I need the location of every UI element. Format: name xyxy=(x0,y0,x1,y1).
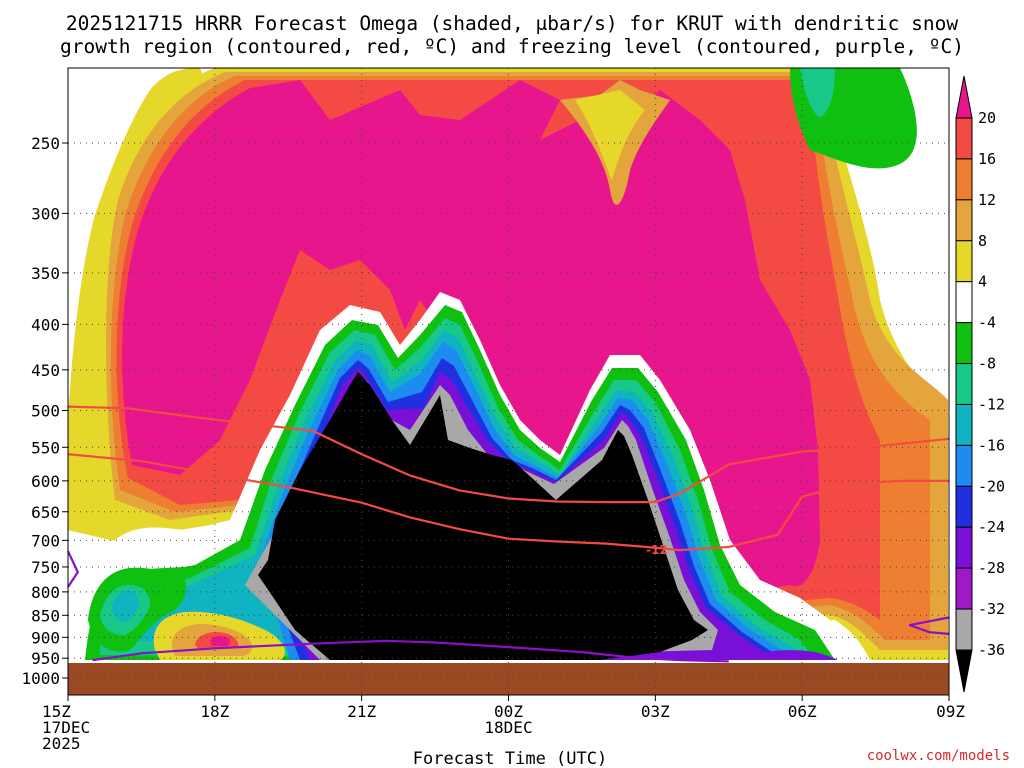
omega-fill-surface-purple xyxy=(740,650,838,660)
colorbar-label: -20 xyxy=(978,477,1005,495)
freezing-level-contours xyxy=(67,550,950,663)
freezing-level-contour-line xyxy=(92,639,729,663)
omega-fill-upper-tongue-center xyxy=(575,90,645,180)
x-tick-label: 18DEC xyxy=(484,718,532,737)
colorbar-label: -32 xyxy=(978,600,1005,618)
y-tick-label: 750 xyxy=(31,558,60,577)
y-tick-label: 800 xyxy=(31,583,60,602)
colorbar-swatch xyxy=(955,322,973,365)
colorbar-swatch xyxy=(955,363,973,405)
dgz-contour-label: -12 xyxy=(646,543,668,557)
x-tick-label: 2025 xyxy=(42,734,81,753)
omega-fill-teal-topright xyxy=(800,68,835,118)
omega-fill-lowleft-cyan xyxy=(111,590,139,622)
y-tick-label: 1000 xyxy=(21,669,60,688)
dgz-contour-line xyxy=(67,453,949,552)
colorbar-swatch xyxy=(955,281,973,324)
colorbar-swatch xyxy=(955,567,973,610)
x-tick-label: 00Z xyxy=(494,702,523,721)
x-tick-label: 21Z xyxy=(347,702,376,721)
colorbar-swatch xyxy=(955,199,973,242)
x-tick-label: 17DEC xyxy=(42,718,90,737)
y-tick-label: 900 xyxy=(31,628,60,647)
ground-band xyxy=(68,663,949,695)
x-tick-label: 06Z xyxy=(788,702,817,721)
y-tick-label: 850 xyxy=(31,606,60,625)
y-tick-label: 700 xyxy=(31,531,60,550)
colorbar-swatch xyxy=(955,158,973,201)
y-axis-ticks: 250 300 350 400 450 500 550 600 650 700 750 800 850 9… xyxy=(21,134,68,688)
omega-fill-right-pocket xyxy=(888,542,927,575)
colorbar-label: -16 xyxy=(978,436,1005,454)
colorbar: 20 16 12 8 4 -4 -8 -12 -16 -20 -24 -28 -32 -36 xyxy=(955,75,1005,693)
colorbar-swatch xyxy=(955,117,973,160)
y-tick-label: 250 xyxy=(31,134,60,153)
colorbar-label: 20 xyxy=(978,109,996,127)
freezing-level-contour-line xyxy=(67,550,79,588)
y-tick-label: 450 xyxy=(31,361,60,380)
freezing-level-contour-line xyxy=(908,616,950,635)
colorbar-swatch xyxy=(955,485,973,528)
colorbar-label: -12 xyxy=(978,395,1005,413)
x-tick-label: 03Z xyxy=(641,702,670,721)
colorbar-label: -24 xyxy=(978,518,1005,536)
x-tick-label: 09Z xyxy=(936,702,965,721)
x-axis-label: Forecast Time (UTC) xyxy=(413,749,607,768)
y-tick-label: 300 xyxy=(31,204,60,223)
y-tick-label: 650 xyxy=(31,503,60,522)
chart-title-line1: 2025121715 HRRR Forecast Omega (shaded, … xyxy=(66,12,958,35)
colorbar-swatch xyxy=(955,526,973,569)
colorbar-label: 16 xyxy=(978,150,996,168)
colorbar-label: -36 xyxy=(978,641,1005,659)
dgz-contours xyxy=(67,405,950,552)
x-tick-label: 18Z xyxy=(200,702,229,721)
x-tick-label: 15Z xyxy=(42,702,71,721)
colorbar-label: -8 xyxy=(978,355,996,373)
colorbar-label: 8 xyxy=(978,232,987,250)
omega-fill-black-core xyxy=(258,372,708,660)
colorbar-swatch xyxy=(955,444,973,487)
y-tick-label: 350 xyxy=(31,264,60,283)
chart-title-line2: growth region (contoured, red, ºC) and f… xyxy=(60,35,964,58)
y-tick-label: 950 xyxy=(31,649,60,668)
y-tick-label: 400 xyxy=(31,315,60,334)
y-tick-label: 600 xyxy=(31,472,60,491)
colorbar-swatch xyxy=(955,608,973,651)
colorbar-swatch xyxy=(955,403,973,446)
dgz-contour-line xyxy=(67,405,950,504)
colorbar-bottom-arrow xyxy=(955,649,973,693)
omega-fill-4-8-left xyxy=(68,68,205,545)
y-tick-label: 550 xyxy=(31,438,60,457)
colorbar-label: 4 xyxy=(978,273,987,291)
credit-text: coolwx.com/models xyxy=(867,748,1010,764)
colorbar-label: -4 xyxy=(978,314,996,332)
colorbar-top-arrow xyxy=(955,75,973,119)
colorbar-label: 12 xyxy=(978,191,996,209)
y-tick-label: 500 xyxy=(31,402,60,421)
colorbar-swatch xyxy=(955,240,973,283)
colorbar-label: -28 xyxy=(978,559,1005,577)
omega-shaded-field xyxy=(68,68,949,663)
